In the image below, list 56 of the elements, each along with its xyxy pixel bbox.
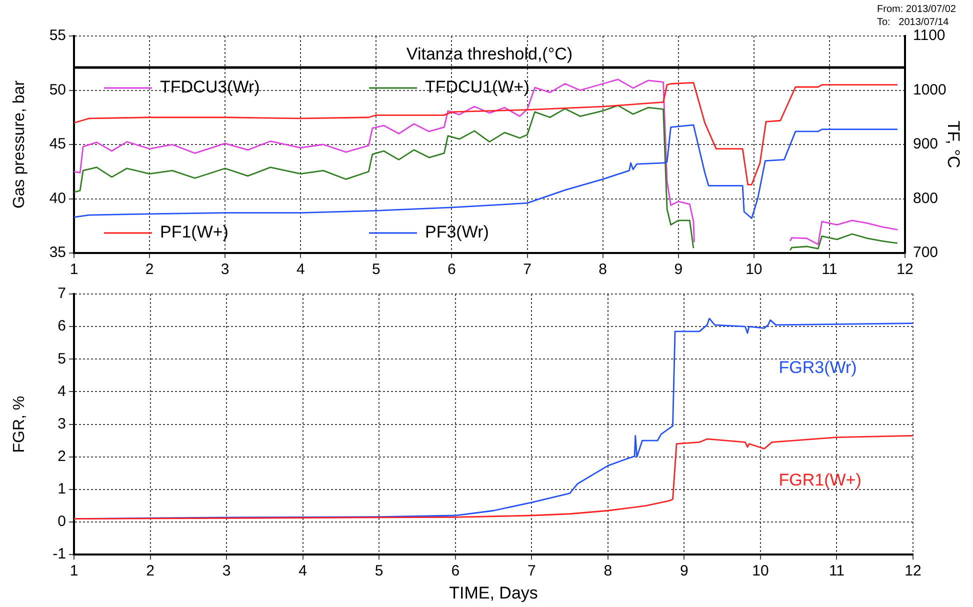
x-tick-label: 12	[904, 562, 922, 580]
x-tick-label: 4	[296, 261, 305, 278]
series-label: FGR3(Wr)	[778, 358, 857, 378]
y2-tick-label: 700	[913, 244, 938, 262]
y-tick-label: 1	[58, 480, 66, 498]
y-tick-label: 7	[58, 285, 66, 302]
y2-tick-label: 900	[913, 136, 938, 153]
x-tick-label: 10	[746, 261, 762, 278]
y-tick-label: 6	[58, 318, 66, 335]
x-tick-label: 9	[674, 261, 683, 278]
y-tick-label: 50	[49, 81, 66, 98]
y-tick-label: -1	[52, 546, 66, 563]
y2-axis-title: TF, °C	[944, 120, 964, 168]
x-tick-label: 3	[222, 562, 231, 580]
x-tick-label: 7	[527, 562, 536, 580]
x-tick-label: 2	[146, 562, 154, 580]
x-tick-label: 9	[680, 562, 688, 580]
x-tick-label: 12	[896, 261, 914, 278]
x-tick-label: 6	[448, 261, 456, 278]
x-tick-label: 2	[145, 261, 154, 278]
legend-label: PF3(Wr)	[425, 222, 489, 242]
y2-tick-label: 1100	[913, 27, 946, 44]
x-tick-label: 1	[70, 562, 78, 580]
series-label: FGR1(W+)	[778, 470, 862, 490]
y-tick-label: 35	[49, 244, 66, 262]
x-tick-label: 5	[372, 261, 380, 278]
y-axis-title: Gas pressure, bar	[11, 80, 28, 209]
ref-line-label: Vitanza threshold,(°C)	[406, 44, 573, 64]
x-tick-label: 10	[752, 562, 769, 580]
x-tick-label: 8	[598, 261, 607, 278]
x-tick-label: 4	[298, 562, 307, 580]
y2-tick-label: 800	[913, 190, 938, 207]
y-tick-label: 45	[49, 136, 66, 153]
x-tick-label: 11	[828, 562, 845, 580]
text: To: 2013/07/14	[877, 17, 950, 28]
y-tick-label: 40	[49, 190, 66, 207]
legend-label: PF1(W+)	[160, 222, 228, 242]
x-tick-label: 3	[220, 261, 230, 278]
y2-tick-label: 1000	[913, 81, 946, 98]
legend-label: TFDCU1(W+)	[425, 78, 530, 97]
x-tick-label: 11	[822, 261, 838, 278]
y-tick-label: 55	[49, 27, 66, 44]
y-tick-label: 4	[58, 382, 66, 400]
x-tick-label: 7	[523, 261, 532, 278]
y-axis-title: FGR, %	[11, 396, 28, 453]
x-tick-label: 1	[70, 261, 78, 278]
legend-label: TFDCU3(Wr)	[160, 78, 260, 97]
text: From: 2013/07/02	[877, 4, 956, 15]
y-tick-label: 3	[58, 415, 66, 432]
y-tick-label: 0	[58, 513, 66, 530]
x-axis-title: TIME, Days	[449, 583, 538, 602]
x-tick-label: 6	[451, 562, 460, 580]
x-tick-label: 8	[604, 562, 612, 580]
y-tick-label: 2	[58, 448, 66, 466]
x-tick-label: 5	[374, 562, 384, 580]
y-tick-label: 5	[58, 350, 66, 368]
